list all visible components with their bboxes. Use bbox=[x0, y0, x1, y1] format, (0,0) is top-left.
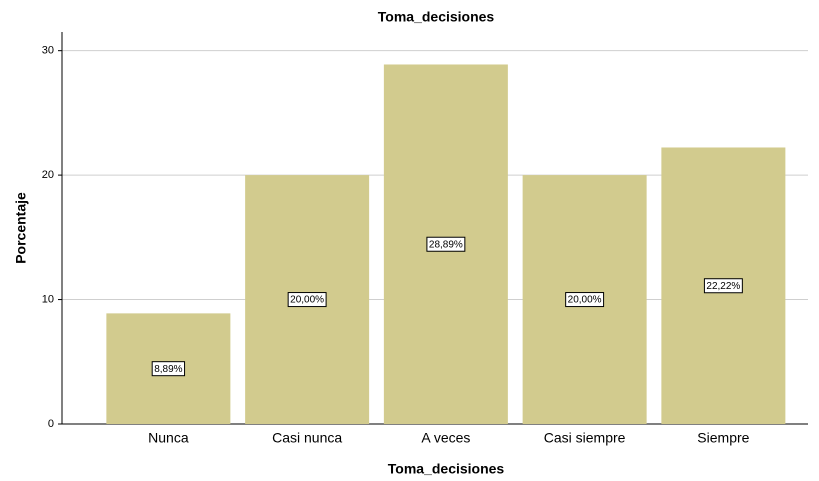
y-axis-title: Porcentaje bbox=[13, 192, 29, 264]
value-label: 22,22% bbox=[706, 281, 740, 292]
value-label-box bbox=[151, 361, 186, 377]
value-label-box bbox=[565, 292, 605, 308]
x-tick-label: Casi nunca bbox=[272, 430, 342, 446]
value-label-box bbox=[426, 236, 466, 252]
x-tick-label: Nunca bbox=[148, 430, 189, 446]
value-label: 8,89% bbox=[154, 364, 182, 375]
y-tick-label: 20 bbox=[42, 169, 54, 181]
x-axis-title: Toma_decisiones bbox=[388, 461, 505, 477]
value-label: 28,89% bbox=[429, 239, 463, 250]
x-tick-label: Casi siempre bbox=[544, 430, 626, 446]
chart-title: Toma_decisiones bbox=[378, 9, 495, 25]
value-label: 20,00% bbox=[290, 295, 324, 306]
x-tick-label: Siempre bbox=[697, 430, 749, 446]
x-tick-label: A veces bbox=[421, 430, 470, 446]
value-label: 20,00% bbox=[568, 295, 602, 306]
y-tick-label: 0 bbox=[48, 418, 54, 430]
y-tick-label: 30 bbox=[42, 45, 54, 57]
y-tick-label: 10 bbox=[42, 293, 54, 305]
value-label-box bbox=[703, 278, 743, 294]
value-label-box bbox=[287, 292, 327, 308]
